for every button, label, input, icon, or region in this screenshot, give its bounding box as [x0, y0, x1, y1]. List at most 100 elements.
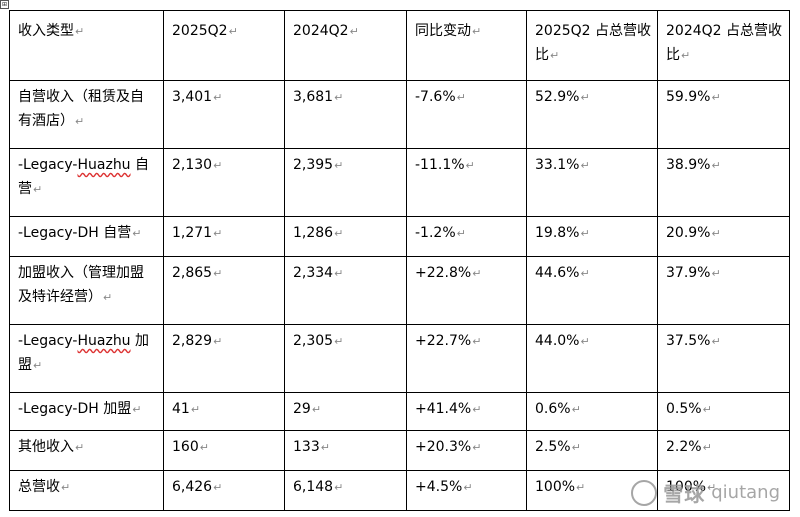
cell-revenue-type[interactable]: -Legacy-Huazhu 自营↵ [9, 148, 164, 217]
header-cell-yoy-change[interactable]: 同比变动↵ [406, 10, 527, 81]
cell-share-2025[interactable]: 0.6%↵ [526, 392, 658, 431]
cell-q2-2024[interactable]: 2,395↵ [284, 148, 407, 217]
cell-q2-2025[interactable]: 2,829↵ [163, 324, 285, 393]
cell-share-2024[interactable]: 59.9%↵ [657, 80, 790, 149]
cell-share-2025[interactable]: 44.0%↵ [526, 324, 658, 393]
cell-q2-2024[interactable]: 1,286↵ [284, 216, 407, 257]
cell-revenue-type[interactable]: -Legacy-DH 自营↵ [9, 216, 164, 257]
paragraph-mark-icon: ↵ [711, 335, 721, 348]
cell-text: -Legacy-DH 加盟 [18, 401, 132, 417]
cell-q2-2025[interactable]: 41↵ [163, 392, 285, 431]
paragraph-mark-icon: ↵ [213, 267, 223, 280]
header-cell-q2-2025[interactable]: 2025Q2↵ [163, 10, 285, 81]
header-cell-revenue-type[interactable]: 收入类型↵ [9, 10, 164, 81]
paragraph-mark-icon: ↵ [711, 267, 721, 280]
cell-revenue-type[interactable]: 自营收入（租赁及自有酒店）↵ [9, 80, 164, 149]
cell-share-2025[interactable]: 100%↵ [526, 470, 658, 511]
paragraph-mark-icon: ↵ [711, 159, 721, 172]
cell-text: 41 [172, 401, 190, 417]
cell-share-2024[interactable]: 100%↵ [657, 470, 790, 511]
cell-share-2025[interactable]: 19.8%↵ [526, 216, 658, 257]
paragraph-mark-icon: ↵ [571, 441, 581, 454]
paragraph-mark-icon: ↵ [681, 49, 691, 62]
cell-q2-2024[interactable]: 3,681↵ [284, 80, 407, 149]
cell-share-2025[interactable]: 33.1%↵ [526, 148, 658, 217]
cell-text: 38.9% [666, 157, 711, 173]
cell-revenue-type[interactable]: 总营收↵ [9, 470, 164, 511]
cell-yoy-change[interactable]: +41.4%↵ [406, 392, 527, 431]
cell-q2-2025[interactable]: 3,401↵ [163, 80, 285, 149]
cell-q2-2024[interactable]: 29↵ [284, 392, 407, 431]
cell-yoy-change[interactable]: +22.7%↵ [406, 324, 527, 393]
paragraph-mark-icon: ↵ [213, 481, 223, 494]
cell-q2-2024[interactable]: 133↵ [284, 430, 407, 471]
cell-revenue-type[interactable]: 其他收入↵ [9, 430, 164, 471]
cell-yoy-change[interactable]: -7.6%↵ [406, 80, 527, 149]
cell-text: 100% [666, 479, 707, 495]
table-row: -Legacy-Huazhu 加盟↵ 2,829↵ 2,305↵ +22.7%↵ 44.… [9, 324, 790, 393]
paragraph-mark-icon: ↵ [199, 441, 209, 454]
cell-text: +4.5% [415, 479, 463, 495]
cell-q2-2025[interactable]: 2,130↵ [163, 148, 285, 217]
header-cell-share-2024[interactable]: 2024Q2 占总营收比↵ [657, 10, 790, 81]
cell-text: 1,286 [293, 225, 334, 241]
cell-q2-2024[interactable]: 6,148↵ [284, 470, 407, 511]
paragraph-mark-icon: ↵ [580, 227, 590, 240]
cell-q2-2024[interactable]: 2,305↵ [284, 324, 407, 393]
cell-revenue-type[interactable]: 加盟收入（管理加盟及特许经营）↵ [9, 256, 164, 325]
paragraph-mark-icon: ↵ [465, 159, 475, 172]
cell-share-2024[interactable]: 2.2%↵ [657, 430, 790, 471]
revenue-table: 收入类型↵ 2025Q2↵ 2024Q2↵ 同比变动↵ 2025Q2 占总营收比↵ 202… [9, 10, 790, 511]
cell-text: 2025Q2 [172, 23, 228, 39]
cell-text: 20.9% [666, 225, 711, 241]
cell-text: 其他收入 [18, 439, 74, 455]
cell-revenue-type[interactable]: -Legacy-DH 加盟↵ [9, 392, 164, 431]
paragraph-mark-icon: ↵ [334, 267, 344, 280]
cell-text: 37.9% [666, 265, 711, 281]
cell-share-2024[interactable]: 38.9%↵ [657, 148, 790, 217]
paragraph-mark-icon: ↵ [33, 183, 43, 196]
cell-share-2024[interactable]: 20.9%↵ [657, 216, 790, 257]
cell-q2-2025[interactable]: 160↵ [163, 430, 285, 471]
cell-share-2025[interactable]: 44.6%↵ [526, 256, 658, 325]
cell-text: 100% [535, 479, 576, 495]
cell-text: 0.6% [535, 401, 571, 417]
paragraph-mark-icon: ↵ [711, 227, 721, 240]
cell-share-2025[interactable]: 52.9%↵ [526, 80, 658, 149]
header-cell-q2-2024[interactable]: 2024Q2↵ [284, 10, 407, 81]
spellcheck-word: Huazhu [77, 157, 131, 173]
cell-yoy-change[interactable]: +20.3%↵ [406, 430, 527, 471]
paragraph-mark-icon: ↵ [472, 25, 482, 38]
paragraph-mark-icon: ↵ [103, 291, 113, 304]
cell-yoy-change[interactable]: -1.2%↵ [406, 216, 527, 257]
cell-text: 0.5% [666, 401, 702, 417]
cell-text: 自营收入（租赁及自有酒店） [18, 89, 144, 129]
paragraph-mark-icon: ↵ [213, 159, 223, 172]
cell-yoy-change[interactable]: -11.1%↵ [406, 148, 527, 217]
header-cell-share-2025[interactable]: 2025Q2 占总营收比↵ [526, 10, 658, 81]
paragraph-mark-icon: ↵ [702, 403, 712, 416]
cell-q2-2025[interactable]: 6,426↵ [163, 470, 285, 511]
cell-text: 2025Q2 占总营收比 [535, 23, 652, 63]
cell-text: -11.1% [415, 157, 465, 173]
paragraph-mark-icon: ↵ [702, 441, 712, 454]
cell-text: 6,148 [293, 479, 334, 495]
cell-q2-2025[interactable]: 2,865↵ [163, 256, 285, 325]
paragraph-mark-icon: ↵ [576, 481, 586, 494]
cell-text: 2,305 [293, 333, 334, 349]
cell-share-2024[interactable]: 37.9%↵ [657, 256, 790, 325]
cell-yoy-change[interactable]: +22.8%↵ [406, 256, 527, 325]
cell-share-2024[interactable]: 0.5%↵ [657, 392, 790, 431]
table-anchor-icon[interactable]: ⊞ [0, 0, 9, 9]
cell-q2-2024[interactable]: 2,334↵ [284, 256, 407, 325]
paragraph-mark-icon: ↵ [334, 481, 344, 494]
paragraph-mark-icon: ↵ [132, 403, 142, 416]
cell-yoy-change[interactable]: +4.5%↵ [406, 470, 527, 511]
cell-q2-2025[interactable]: 1,271↵ [163, 216, 285, 257]
cell-share-2025[interactable]: 2.5%↵ [526, 430, 658, 471]
table-row: 总营收↵ 6,426↵ 6,148↵ +4.5%↵ 100%↵ 100%↵ [9, 470, 790, 511]
cell-share-2024[interactable]: 37.5%↵ [657, 324, 790, 393]
cell-revenue-type[interactable]: -Legacy-Huazhu 加盟↵ [9, 324, 164, 393]
paragraph-mark-icon: ↵ [472, 403, 482, 416]
cell-text: +22.8% [415, 265, 472, 281]
